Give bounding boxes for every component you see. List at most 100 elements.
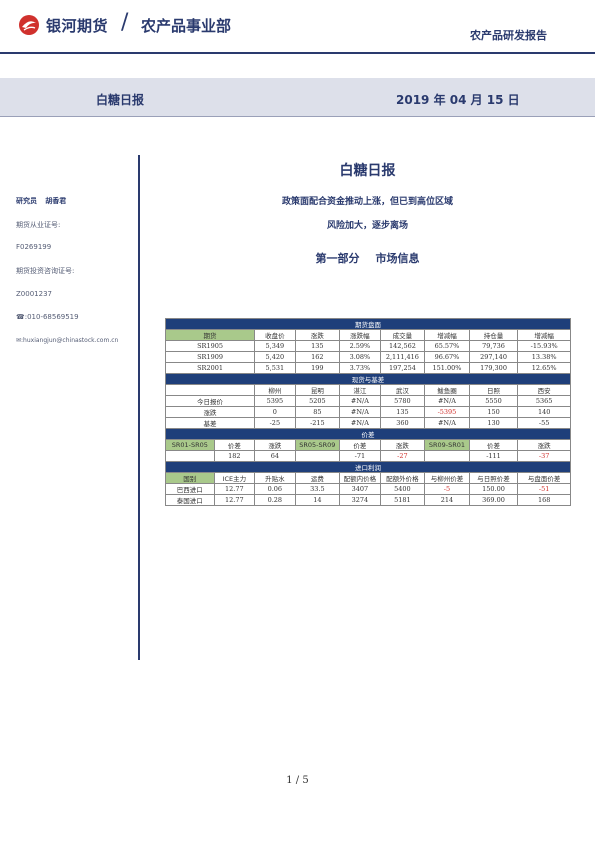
- table-cell: 179,300: [468, 362, 519, 374]
- department-name: 农产品事业部: [141, 17, 232, 35]
- table-cell: 151.00%: [424, 362, 470, 374]
- table-cell: 巴西进口: [165, 483, 215, 495]
- table-band-row: 现货与基差: [165, 373, 571, 385]
- table-cell: -111: [468, 450, 519, 462]
- table-header-row: 柳州 昆明 湛江 武汉 鲅鱼圈 日照 西安: [164, 384, 571, 396]
- table-header-row: 期货 收盘价 涨跌 涨跌幅 成交量 增减幅 持仓量 增减幅: [164, 329, 571, 341]
- researcher-name: 胡香君: [45, 197, 67, 205]
- table-header-cell: ICE主力: [213, 472, 256, 484]
- table-cell: 65.57%: [424, 340, 470, 352]
- table-header-cell: 湛江: [339, 384, 381, 396]
- table-cell: -27: [379, 450, 426, 462]
- table-cell: 297,140: [468, 351, 519, 363]
- table-cell: 涨跌: [164, 406, 256, 418]
- table-cell: 5,349: [254, 340, 296, 352]
- table-header-cell: 与盘面价差: [517, 472, 571, 484]
- table-cell: 130: [468, 417, 519, 429]
- subtitle-1: 政策面配合资金推动上涨，但已到高位区域: [281, 197, 453, 207]
- table-cell: 5,420: [254, 351, 296, 363]
- table-cell: 12.77: [213, 494, 256, 506]
- table-band-row: 期货盘面: [165, 318, 571, 330]
- table-cell: 0.06: [254, 483, 296, 495]
- table-header-cell: 与柳州价差: [424, 472, 470, 484]
- table-band-label: 价差: [165, 428, 571, 440]
- table-band-label: 期货盘面: [165, 318, 571, 330]
- table-cell: 0.28: [254, 494, 296, 506]
- table-cell: -25: [254, 417, 296, 429]
- researcher-label: 研究员: [16, 197, 37, 205]
- table-header-cell: 运费: [294, 472, 341, 484]
- table-header-cell: SR05-SR09: [294, 439, 341, 451]
- table-cell: 5181: [379, 494, 426, 506]
- table-cell: 0: [254, 406, 296, 418]
- table-header-cell: 价差: [339, 439, 381, 451]
- title-band: [0, 78, 595, 116]
- table-cell: 14: [294, 494, 341, 506]
- table-cell: 135: [379, 406, 426, 418]
- table-row: 基差 -25 -215 #N/A 360 #N/A 130 -55: [164, 417, 571, 429]
- table-cell: 泰国进口: [165, 494, 215, 506]
- table-band-row: 价差: [165, 428, 571, 440]
- table-cell: 5400: [379, 483, 426, 495]
- report-date: 2019 年 04 月 15 日: [396, 93, 520, 107]
- phone: ☎:010-68569519: [16, 313, 79, 321]
- table-cell: 135: [294, 340, 341, 352]
- table-header-cell: 国别: [165, 472, 215, 484]
- table-header-cell: SR01-SR05: [165, 439, 215, 451]
- table-cell: 今日报价: [164, 395, 256, 407]
- table-cell: 96.67%: [424, 351, 470, 363]
- table-header-cell: 涨跌: [254, 439, 296, 451]
- table-cell: 12.77: [213, 483, 256, 495]
- table-cell: 150.00: [468, 483, 519, 495]
- document-title: 白糖日报: [339, 163, 396, 179]
- table-cell: 5205: [294, 395, 341, 407]
- table-cell: [165, 450, 215, 462]
- sidebar-divider: [138, 155, 140, 660]
- table-cell: 182: [213, 450, 256, 462]
- table-cell: -215: [294, 417, 341, 429]
- table-row: SR1905 5,349 135 2.59% 142,562 65.57% 79,736 -1…: [164, 340, 571, 352]
- table-cell: 150: [468, 406, 519, 418]
- table-header-cell: 日照: [468, 384, 519, 396]
- table-header-cell: 柳州: [254, 384, 296, 396]
- table-cell: 199: [294, 362, 341, 374]
- table-header-cell: 升贴水: [254, 472, 296, 484]
- report-type: 农产品研发报告: [470, 29, 547, 42]
- table-row: SR1909 5,420 162 3.08% 2,111,416 96.67% 297,14…: [164, 351, 571, 363]
- table-cell: #N/A: [339, 406, 381, 418]
- email-link[interactable]: ✉:huxiangjun@chinastock.com.cn: [16, 337, 119, 344]
- table-header-cell: 增减幅: [517, 329, 571, 341]
- page-number: 1 / 5: [286, 775, 309, 786]
- table-header-cell: 增减幅: [424, 329, 470, 341]
- brand-slash: /: [121, 10, 129, 35]
- table-cell: 140: [517, 406, 571, 418]
- table-header-cell: [164, 384, 256, 396]
- band-title: 白糖日报: [96, 93, 145, 107]
- table-cell: 168: [517, 494, 571, 506]
- table-cell: 3274: [339, 494, 381, 506]
- header-rule: [0, 52, 595, 54]
- table-header-cell: 持仓量: [468, 329, 519, 341]
- table-row: 182 64 -71 -27 -111 -37: [165, 450, 571, 462]
- title-band-rule: [0, 116, 595, 117]
- table-cell: 64: [254, 450, 296, 462]
- license-value: F0269199: [16, 243, 52, 251]
- table-cell: #N/A: [424, 395, 470, 407]
- table-cell: SR2001: [164, 362, 256, 374]
- table-row: 巴西进口 12.77 0.06 33.5 3407 5400 -5 150.00 -51: [165, 483, 571, 495]
- table-cell: 2.59%: [339, 340, 381, 352]
- table-cell: -55: [517, 417, 571, 429]
- consult-value: Z0001237: [16, 290, 52, 298]
- table-header-cell: 涨跌幅: [339, 329, 381, 341]
- table-cell: 360: [379, 417, 426, 429]
- table-cell: 162: [294, 351, 341, 363]
- table-cell: SR1905: [164, 340, 256, 352]
- table-header-cell: 涨跌: [379, 439, 426, 451]
- table-row: SR2001 5,531 199 3.73% 197,254 151.00% 179,300…: [164, 362, 571, 374]
- logo-icon: [19, 15, 39, 35]
- table-header-cell: 配额外价格: [379, 472, 426, 484]
- table-cell: 基差: [164, 417, 256, 429]
- table-cell: 5,531: [254, 362, 296, 374]
- table-row: 今日报价 5395 5205 #N/A 5780 #N/A 5550 5365: [164, 395, 571, 407]
- table-cell: -51: [517, 483, 571, 495]
